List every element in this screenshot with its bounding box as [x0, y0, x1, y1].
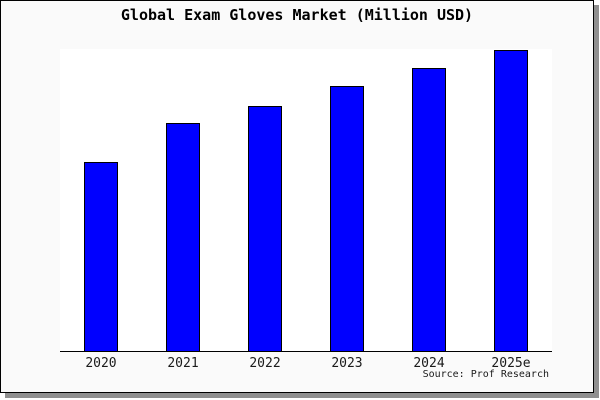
- plot-area: [60, 49, 552, 352]
- chart-title: Global Exam Gloves Market (Million USD): [120, 6, 474, 24]
- bar-2021: [166, 123, 200, 351]
- bar-2020: [83, 162, 118, 351]
- bar-2022: [248, 106, 282, 351]
- x-tick-label-2021: 2021: [167, 356, 199, 371]
- x-axis-labels: 2020 2021 2022 2023 2024 2025e: [60, 356, 552, 372]
- x-tick-label-2022: 2022: [249, 356, 281, 371]
- source-note: Source: Prof Research: [422, 369, 549, 380]
- x-tick-label-2020: 2020: [85, 356, 117, 371]
- chart-frame: Global Exam Gloves Market (Million USD) …: [0, 0, 594, 393]
- x-tick-label-2024: 2024: [413, 356, 445, 371]
- x-tick-label-2025e: 2025e: [491, 356, 531, 371]
- x-tick-label-2023: 2023: [331, 356, 363, 371]
- bar-2025e: [494, 50, 528, 351]
- bar-2023: [329, 86, 364, 351]
- bar-2024: [412, 68, 446, 351]
